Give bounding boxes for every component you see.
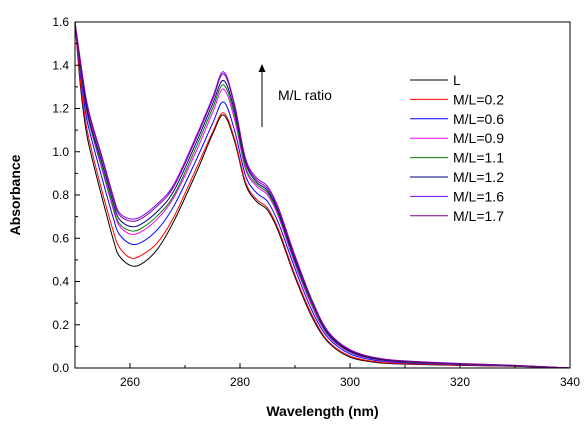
x-tick-label: 320 xyxy=(450,375,470,389)
legend-label: M/L=0.9 xyxy=(453,130,504,146)
series-line xyxy=(75,22,570,368)
x-tick-label: 340 xyxy=(560,375,580,389)
x-tick-label: 300 xyxy=(340,375,360,389)
series-line xyxy=(75,22,570,368)
series-line xyxy=(75,22,570,368)
y-tick-label: 0.8 xyxy=(52,188,69,202)
y-tick-label: 0.4 xyxy=(52,275,69,289)
y-tick-label: 1.6 xyxy=(52,15,69,29)
annotation: M/L ratio xyxy=(258,64,332,127)
y-tick-label: 1.4 xyxy=(52,58,69,72)
axis-layer: 0.0 0.2 0.4 0.6 0.8 1.0 1.2 1.4 1.6 260 280 300 320 3… xyxy=(52,15,580,389)
series-layer xyxy=(75,22,570,368)
x-tick-label: 260 xyxy=(120,375,140,389)
y-axis-title: Absorbance xyxy=(7,154,23,235)
annotation-label: M/L ratio xyxy=(278,87,332,103)
legend: L M/L=0.2 M/L=0.6 M/L=0.9 M/L=1.1 M/L=1.2 M/L=… xyxy=(410,72,504,224)
y-tick-label: 0.2 xyxy=(52,318,69,332)
y-tick-label: 0.0 xyxy=(52,361,69,375)
legend-label: M/L=1.2 xyxy=(453,169,504,185)
legend-label: M/L=1.1 xyxy=(453,150,504,166)
legend-label: L xyxy=(453,72,461,88)
y-tick-label: 1.0 xyxy=(52,145,69,159)
legend-label: M/L=0.6 xyxy=(453,111,504,127)
y-tick-label: 1.2 xyxy=(52,102,69,116)
annotation-arrowhead xyxy=(258,64,266,72)
series-line xyxy=(75,22,570,368)
series-line xyxy=(75,22,570,368)
series-line xyxy=(75,22,570,368)
x-tick-label: 280 xyxy=(230,375,250,389)
y-tick-label: 0.6 xyxy=(52,231,69,245)
series-line xyxy=(75,22,570,368)
x-axis-title: Wavelength (nm) xyxy=(266,403,378,419)
legend-label: M/L=0.2 xyxy=(453,91,504,107)
legend-label: M/L=1.6 xyxy=(453,188,504,204)
legend-label: M/L=1.7 xyxy=(453,208,504,224)
